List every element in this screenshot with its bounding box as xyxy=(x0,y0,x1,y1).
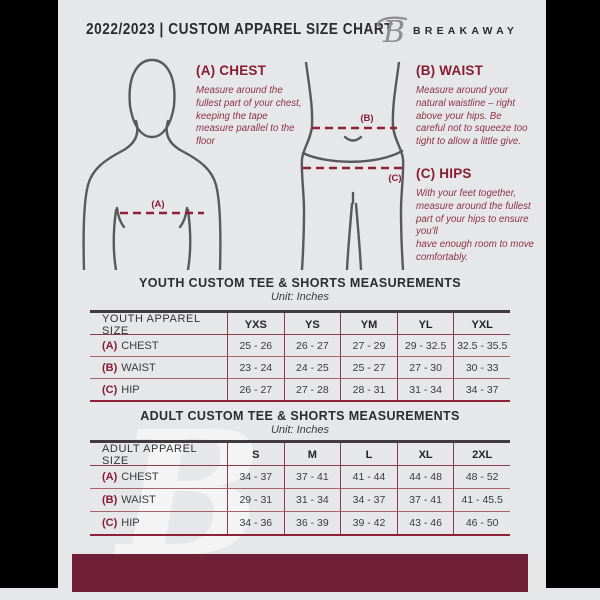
page-title: 2022/2023 | CUSTOM APPAREL SIZE CHART xyxy=(86,21,394,38)
adult-table-title: ADULT CUSTOM TEE & SHORTS MEASUREMENTS xyxy=(140,409,460,423)
column-header: YXL xyxy=(453,313,510,337)
size-cell: 43 - 46 xyxy=(396,512,454,534)
size-cell: 36 - 39 xyxy=(283,512,341,534)
row-label-text: HIP xyxy=(121,383,140,396)
torso-outline xyxy=(82,58,222,270)
footer-bar xyxy=(72,554,528,592)
row-label: (B) WAIST xyxy=(90,489,227,511)
row-key: (A) xyxy=(102,339,118,352)
row-label: (A) CHEST xyxy=(90,466,227,488)
size-cell: 48 - 52 xyxy=(453,466,510,488)
size-cell: 37 - 41 xyxy=(283,466,341,488)
size-cell: 28 - 31 xyxy=(340,379,397,400)
right-black-border xyxy=(546,0,600,588)
breakaway-logo-icon: B xyxy=(376,13,410,54)
table-row: (A) CHEST 34 - 37 37 - 41 41 - 44 44 - 48… xyxy=(90,466,510,489)
row-label-text: CHEST xyxy=(121,471,159,483)
size-cell: 31 - 34 xyxy=(283,489,341,511)
column-header: YL xyxy=(396,313,454,337)
table-header-row: ADULT APPAREL SIZE S M L XL 2XL xyxy=(90,440,510,467)
youth-table-title: YOUTH CUSTOM TEE & SHORTS MEASUREMENTS xyxy=(139,276,461,290)
size-cell: 41 - 44 xyxy=(340,466,397,488)
size-cell: 32.5 - 35.5 xyxy=(453,335,510,356)
chest-instruction-heading: (A) CHEST xyxy=(196,63,267,78)
column-header: 2XL xyxy=(453,443,510,467)
row-label-text: WAIST xyxy=(121,361,156,374)
size-cell: 24 - 25 xyxy=(283,357,341,378)
table-row: (B) WAIST 23 - 24 24 - 25 25 - 27 27 - 30… xyxy=(90,357,510,379)
column-header: M xyxy=(283,443,341,467)
size-cell: 27 - 29 xyxy=(340,335,397,356)
adult-table-unit: Unit: Inches xyxy=(270,424,330,436)
size-cell: 29 - 31 xyxy=(227,489,284,511)
size-cell: 37 - 41 xyxy=(396,489,454,511)
row-label-text: HIP xyxy=(121,517,140,529)
row-label-text: CHEST xyxy=(121,339,159,352)
adult-size-table: ADULT APPAREL SIZE S M L XL 2XL (A) CHEST… xyxy=(90,440,510,536)
size-cell: 26 - 27 xyxy=(283,335,341,356)
size-cell: 44 - 48 xyxy=(396,466,454,488)
hips-instruction-heading: (C) HIPS xyxy=(416,166,472,181)
size-cell: 31 - 34 xyxy=(396,379,454,400)
size-cell: 27 - 28 xyxy=(283,379,341,400)
size-cell: 39 - 42 xyxy=(340,512,397,534)
table-row: (A) CHEST 25 - 26 26 - 27 27 - 29 29 - 32… xyxy=(90,335,510,357)
row-key: (A) xyxy=(102,471,118,483)
size-column-label: ADULT APPAREL SIZE xyxy=(102,443,197,467)
hips-instruction-text: With your feet together, measure around … xyxy=(416,188,534,263)
size-cell: 23 - 24 xyxy=(227,357,284,378)
size-cell: 34 - 37 xyxy=(453,379,510,400)
column-header: S xyxy=(227,443,284,467)
waist-instruction-heading: (B) WAIST xyxy=(416,63,484,78)
chest-instruction-text: Measure around the fullest part of your … xyxy=(196,85,302,148)
row-label-text: WAIST xyxy=(121,494,156,506)
size-cell: 34 - 37 xyxy=(227,466,284,488)
size-cell: 25 - 27 xyxy=(340,357,397,378)
row-label: (C) HIP xyxy=(90,379,227,400)
column-header: L xyxy=(340,443,397,467)
table-header-row: YOUTH APPAREL SIZE YXS YS YM YL YXL xyxy=(90,310,510,337)
size-cell: 26 - 27 xyxy=(227,379,284,400)
brand-name: BREAKAWAY xyxy=(413,25,519,37)
youth-table-unit: Unit: Inches xyxy=(270,291,330,303)
watermark-letter: B xyxy=(118,392,264,595)
size-cell: 27 - 30 xyxy=(396,357,454,378)
size-cell: 41 - 45.5 xyxy=(453,489,510,511)
column-header: YM xyxy=(340,313,397,337)
row-key: (C) xyxy=(102,517,118,529)
column-header: XL xyxy=(396,443,454,467)
size-column-label: YOUTH APPAREL SIZE xyxy=(102,313,201,337)
size-cell: 30 - 33 xyxy=(453,357,510,378)
table-row: (B) WAIST 29 - 31 31 - 34 34 - 37 37 - 41… xyxy=(90,489,510,512)
size-cell: 34 - 36 xyxy=(227,512,284,534)
size-cell: 46 - 50 xyxy=(453,512,510,534)
row-label: (A) CHEST xyxy=(90,335,227,356)
size-cell: 25 - 26 xyxy=(227,335,284,356)
svg-text:B: B xyxy=(382,15,405,49)
row-label: (C) HIP xyxy=(90,512,227,534)
size-cell: 34 - 37 xyxy=(340,489,397,511)
lower-body-figure: (B) (C) xyxy=(300,62,405,270)
waist-line-label: (B) xyxy=(360,113,373,124)
column-header: YS xyxy=(283,313,341,337)
row-key: (C) xyxy=(102,383,118,396)
waist-instruction-text: Measure around your natural waistline – … xyxy=(416,85,528,148)
torso-figure: (A) xyxy=(82,58,222,270)
left-black-border xyxy=(0,0,58,588)
size-cell: 29 - 32.5 xyxy=(396,335,454,356)
table-row: (C) HIP 26 - 27 27 - 28 28 - 31 31 - 34 3… xyxy=(90,379,510,402)
lower-body-outline xyxy=(300,62,405,270)
hips-line-label: (C) xyxy=(388,173,401,184)
table-row: (C) HIP 34 - 36 36 - 39 39 - 42 43 - 46 4… xyxy=(90,512,510,536)
column-header: YXS xyxy=(227,313,284,337)
row-key: (B) xyxy=(102,494,118,506)
row-label: (B) WAIST xyxy=(90,357,227,378)
youth-size-table: YOUTH APPAREL SIZE YXS YS YM YL YXL (A) C… xyxy=(90,310,510,402)
row-key: (B) xyxy=(102,361,118,374)
chest-line-label: (A) xyxy=(151,199,164,210)
